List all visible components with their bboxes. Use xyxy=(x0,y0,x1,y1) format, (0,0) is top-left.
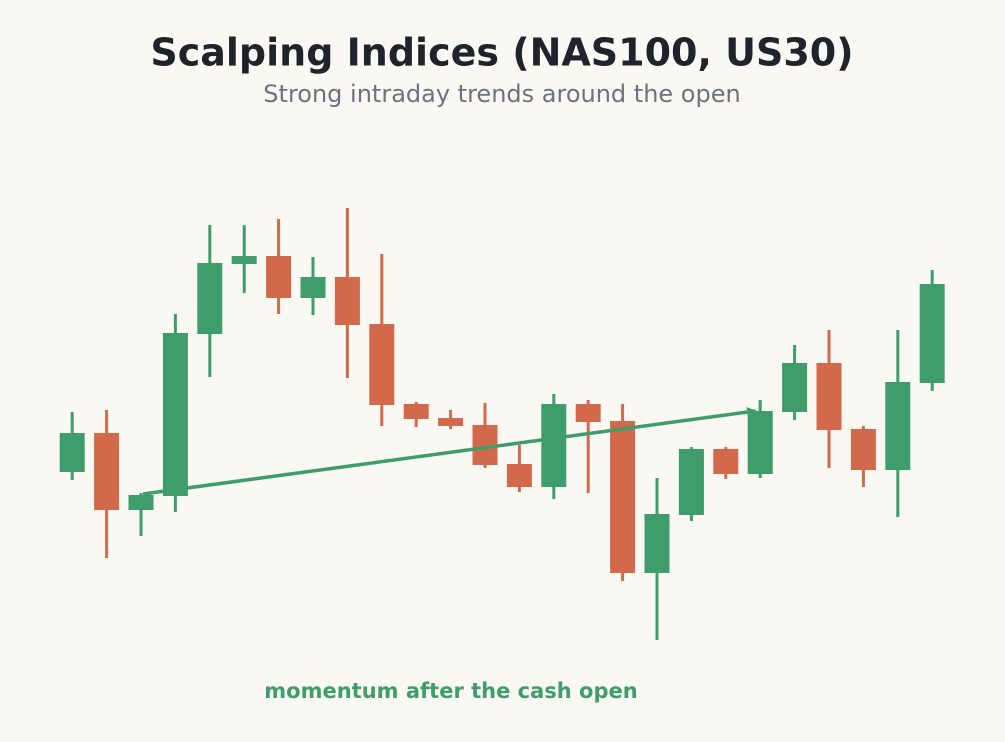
annotation-arrow xyxy=(142,407,757,496)
candle-body xyxy=(231,256,257,264)
candle-body xyxy=(850,429,876,470)
candle-body xyxy=(885,382,911,470)
candle-body xyxy=(403,404,429,419)
candle-body xyxy=(128,495,154,510)
candle-body xyxy=(644,514,670,573)
chart-title: Scalping Indices (NAS100, US30) xyxy=(150,31,853,75)
candle-body xyxy=(782,363,808,412)
candle-body xyxy=(334,277,360,325)
candle-body xyxy=(678,449,704,515)
candle-body xyxy=(94,433,120,510)
chart-subtitle: Strong intraday trends around the open xyxy=(263,80,740,108)
candle-body xyxy=(575,404,601,422)
candle-body xyxy=(541,404,567,487)
candle-body xyxy=(747,411,773,474)
candle-body xyxy=(266,256,292,298)
annotation: momentum after the cash open xyxy=(264,679,637,703)
candles xyxy=(59,208,945,640)
candle-body xyxy=(610,421,636,573)
candle-body xyxy=(300,277,326,298)
candle-body xyxy=(197,263,223,334)
candle-body xyxy=(369,324,395,405)
candle-body xyxy=(919,284,945,383)
candle-body xyxy=(713,449,739,474)
candle-body xyxy=(162,333,188,496)
candle-body xyxy=(438,418,464,426)
candle-body xyxy=(59,433,85,472)
candle-body xyxy=(506,464,532,487)
candle-body xyxy=(816,363,842,430)
